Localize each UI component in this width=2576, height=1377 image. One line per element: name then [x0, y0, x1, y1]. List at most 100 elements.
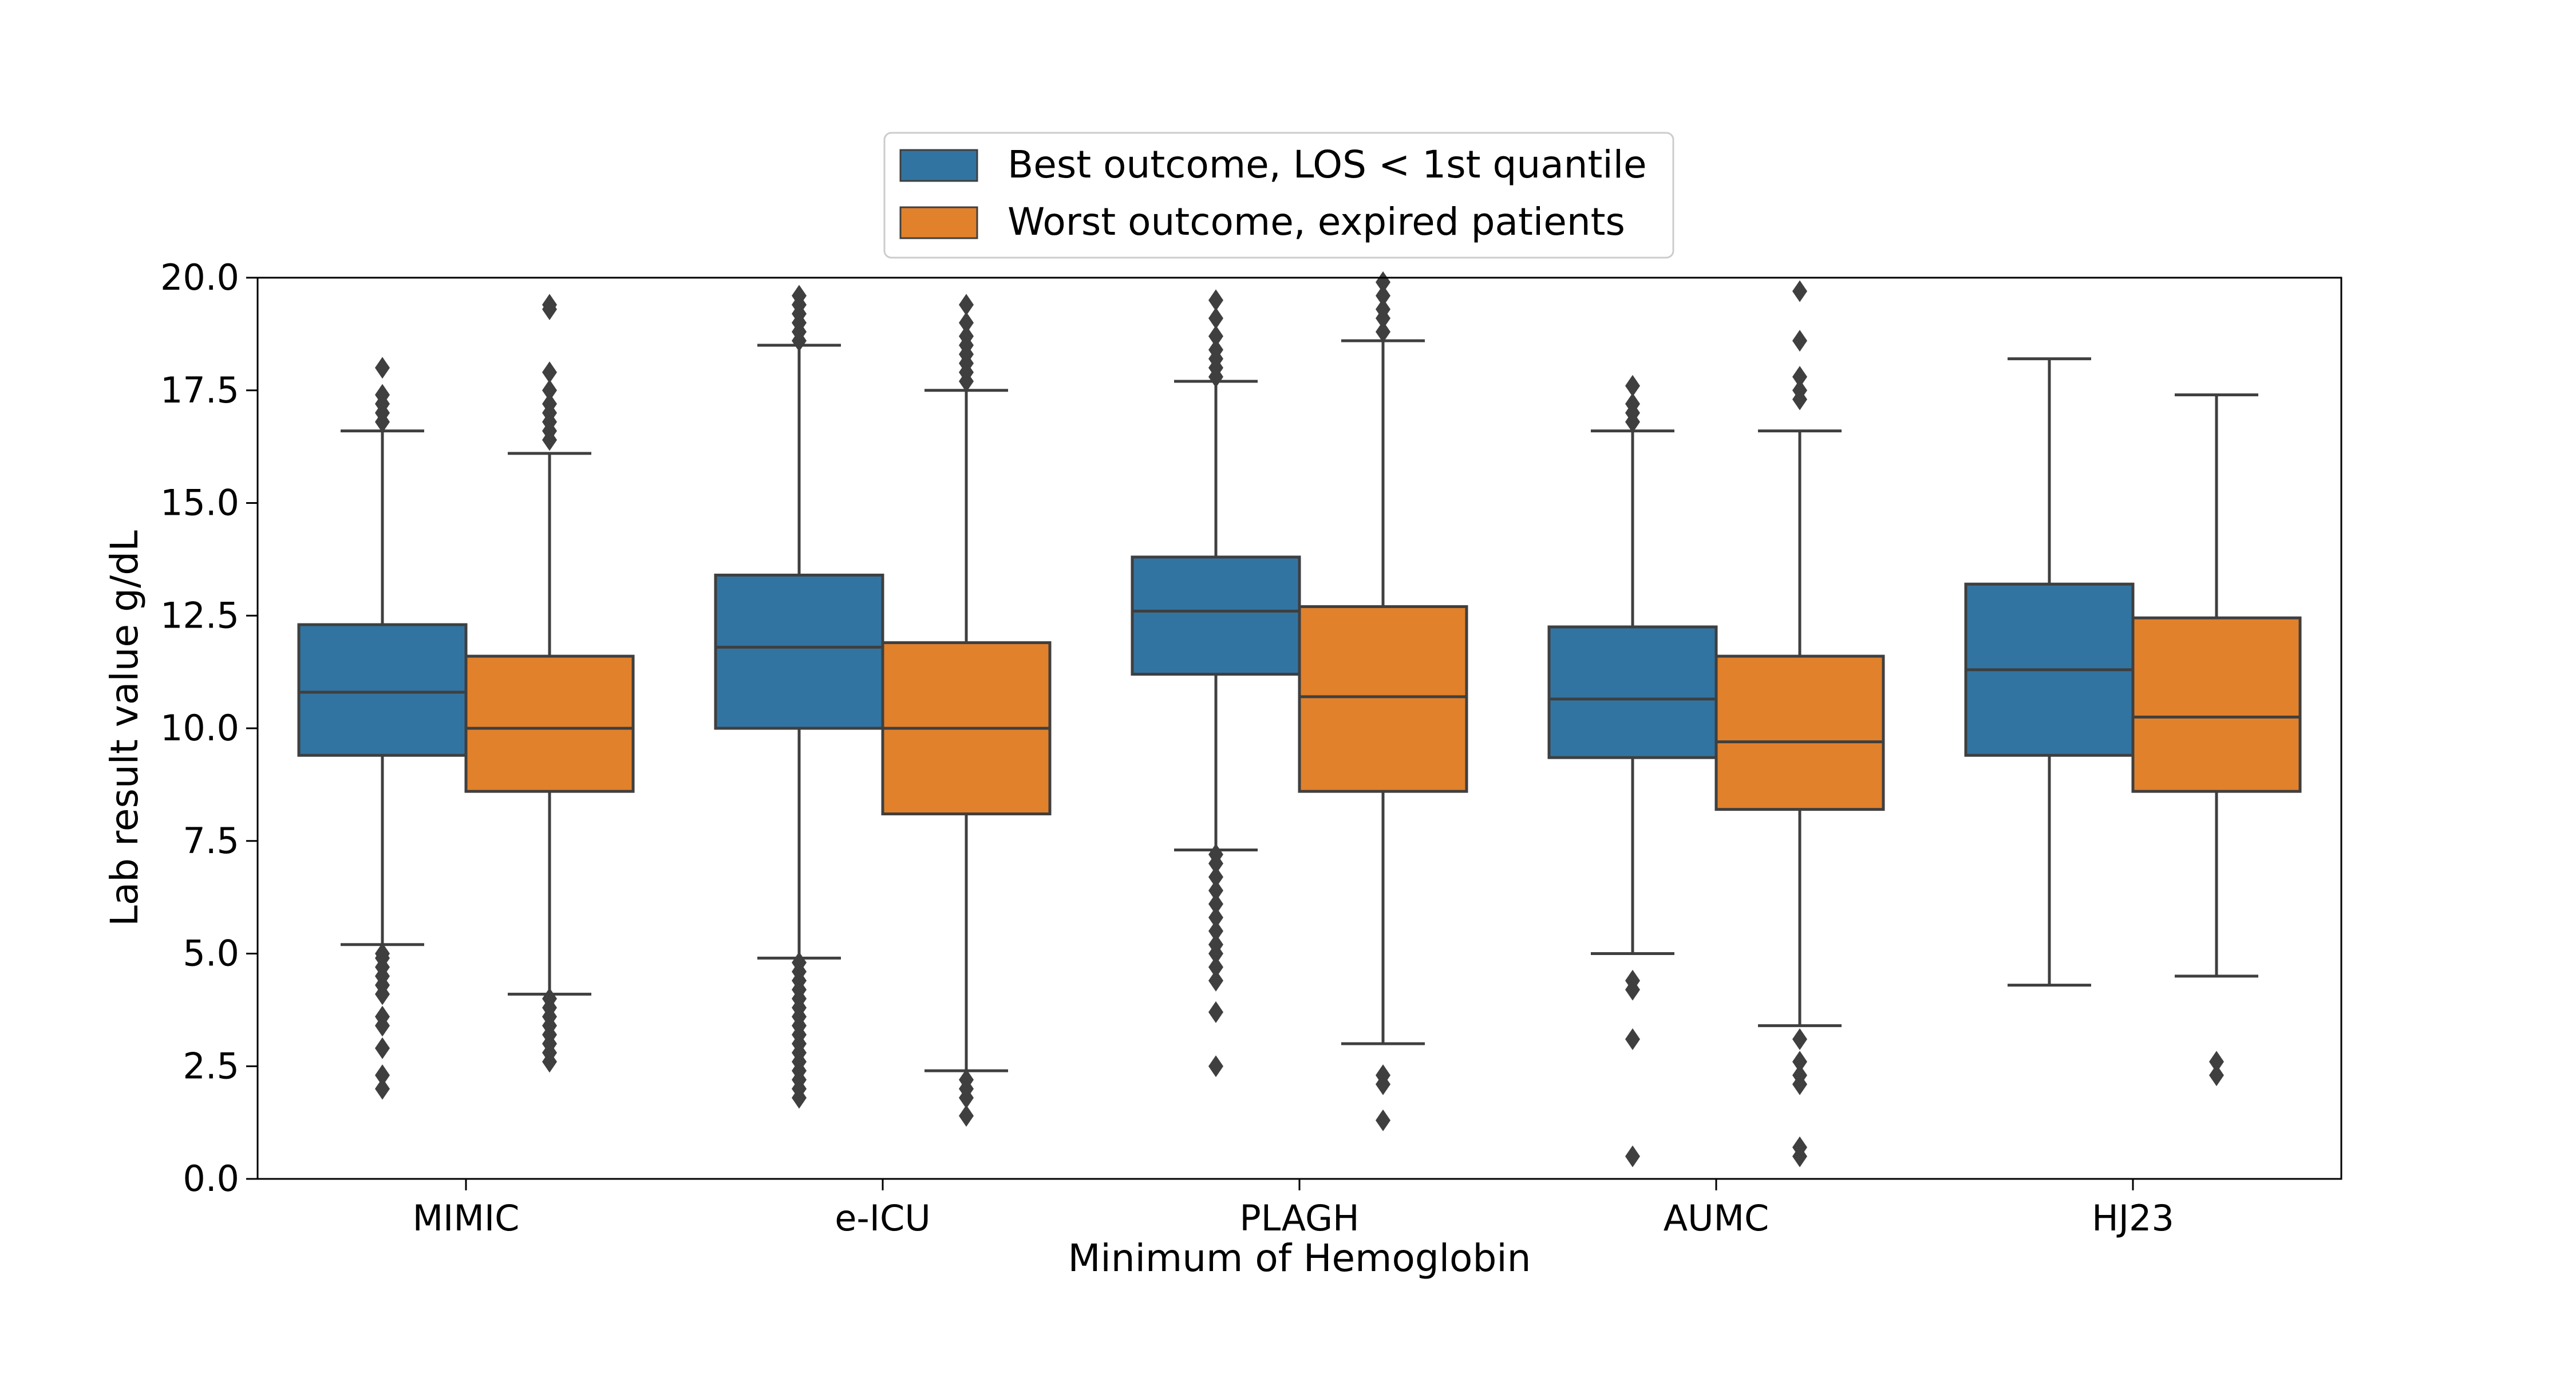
outlier-point — [542, 361, 557, 384]
outlier-point — [542, 379, 557, 401]
plot-area — [297, 271, 2302, 1167]
box-mimic-worst — [464, 294, 635, 1073]
outlier-point — [1792, 366, 1807, 388]
outlier-point — [1792, 1136, 1807, 1158]
legend-frame — [883, 132, 1674, 259]
legend-swatch-worst-outcome — [899, 206, 978, 239]
y-axis-title: Lab result value g/dL — [102, 530, 147, 926]
box-plagh-best — [1131, 289, 1301, 1078]
outlier-point — [1208, 866, 1223, 888]
box-body — [297, 623, 468, 757]
box-body — [1298, 605, 1468, 793]
outlier-point — [1792, 1028, 1807, 1051]
outlier-point — [542, 988, 557, 1010]
y-tick-label: 17.5 — [160, 369, 239, 411]
outlier-point — [1208, 920, 1223, 942]
y-tick-label: 7.5 — [183, 820, 239, 862]
outlier-point — [2209, 1051, 2224, 1073]
outlier-point — [1376, 1109, 1390, 1131]
outlier-point — [1376, 298, 1390, 321]
outlier-point — [1208, 893, 1223, 915]
legend: Best outcome, LOS < 1st quantile Worst o… — [883, 132, 1674, 259]
y-tick-label: 5.0 — [183, 933, 239, 974]
outlier-point — [542, 393, 557, 415]
box-body — [464, 654, 635, 793]
outlier-point — [959, 311, 974, 334]
outlier-point — [375, 1078, 390, 1100]
box-body — [1547, 625, 1718, 759]
box-e-icu-best — [714, 285, 884, 1109]
outlier-point — [792, 285, 807, 307]
outlier-point — [1208, 956, 1223, 979]
outlier-point — [375, 942, 390, 965]
x-tick-label-aumc: AUMC — [1664, 1197, 1769, 1239]
box-hj23-best — [1964, 357, 2135, 987]
outlier-point — [792, 952, 807, 974]
box-mimic-best — [297, 357, 468, 1100]
outlier-point — [1625, 969, 1640, 992]
y-tick-label: 12.5 — [160, 594, 239, 636]
x-tick-label-e-icu: e-ICU — [835, 1197, 930, 1239]
outlier-point — [1208, 933, 1223, 956]
outlier-point — [1208, 969, 1223, 992]
outlier-point — [1625, 374, 1640, 397]
outlier-point — [1792, 1051, 1807, 1073]
outlier-point — [375, 357, 390, 379]
y-tick-label: 20.0 — [160, 257, 239, 298]
outlier-point — [959, 1068, 974, 1091]
outlier-point — [1625, 1145, 1640, 1167]
box-body — [1131, 555, 1301, 676]
outlier-point — [1792, 1064, 1807, 1086]
outlier-point — [1376, 271, 1390, 293]
box-plagh-worst — [1298, 271, 1468, 1131]
outlier-point — [1792, 280, 1807, 302]
y-tick-label: 10.0 — [160, 707, 239, 749]
box-aumc-worst — [1714, 280, 1885, 1167]
outlier-point — [1625, 1028, 1640, 1051]
outlier-point — [1376, 1064, 1390, 1086]
x-tick-label-mimic: MIMIC — [413, 1197, 520, 1239]
x-axis: MIMIC e-ICU PLAGH AUMC HJ23 — [413, 1179, 2174, 1239]
outlier-point — [959, 294, 974, 316]
y-tick-label: 2.5 — [183, 1045, 239, 1087]
outlier-point — [375, 1005, 390, 1028]
box-hj23-worst — [2131, 393, 2302, 1086]
x-tick-label-plagh: PLAGH — [1239, 1197, 1359, 1239]
outlier-point — [1376, 285, 1390, 307]
outlier-point — [1792, 330, 1807, 352]
box-body — [2131, 616, 2302, 793]
outlier-point — [375, 1037, 390, 1059]
outlier-point — [1208, 906, 1223, 929]
outlier-point — [1208, 289, 1223, 311]
outlier-point — [1208, 1055, 1223, 1078]
legend-swatch-best-outcome — [899, 149, 978, 182]
outlier-point — [375, 384, 390, 406]
outlier-point — [2209, 1064, 2224, 1086]
outlier-point — [1208, 843, 1223, 866]
legend-label-worst-outcome: Worst outcome, expired patients — [1008, 200, 1625, 244]
box-aumc-best — [1547, 374, 1718, 1167]
x-axis-title: Minimum of Hemoglobin — [1068, 1236, 1531, 1280]
outlier-point — [1208, 338, 1223, 361]
outlier-point — [959, 325, 974, 348]
outlier-point — [1208, 879, 1223, 902]
outlier-point — [1792, 379, 1807, 401]
box-body — [714, 573, 884, 730]
box-e-icu-worst — [881, 294, 1052, 1127]
y-tick-label: 0.0 — [183, 1158, 239, 1200]
x-tick-label-hj23: HJ23 — [2092, 1197, 2174, 1239]
outlier-point — [1208, 1001, 1223, 1023]
outlier-point — [1625, 393, 1640, 415]
legend-label-best-outcome: Best outcome, LOS < 1st quantile — [1008, 143, 1647, 187]
box-body — [1714, 654, 1885, 811]
outlier-point — [375, 1064, 390, 1086]
outlier-point — [1208, 307, 1223, 329]
y-axis: 0.0 2.5 5.0 7.5 10.0 12.5 15.0 17.5 20.0 — [160, 257, 258, 1200]
outlier-point — [1208, 325, 1223, 348]
outlier-point — [542, 294, 557, 316]
outlier-point — [1376, 321, 1390, 343]
y-tick-label: 15.0 — [160, 482, 239, 524]
outlier-point — [959, 1104, 974, 1127]
